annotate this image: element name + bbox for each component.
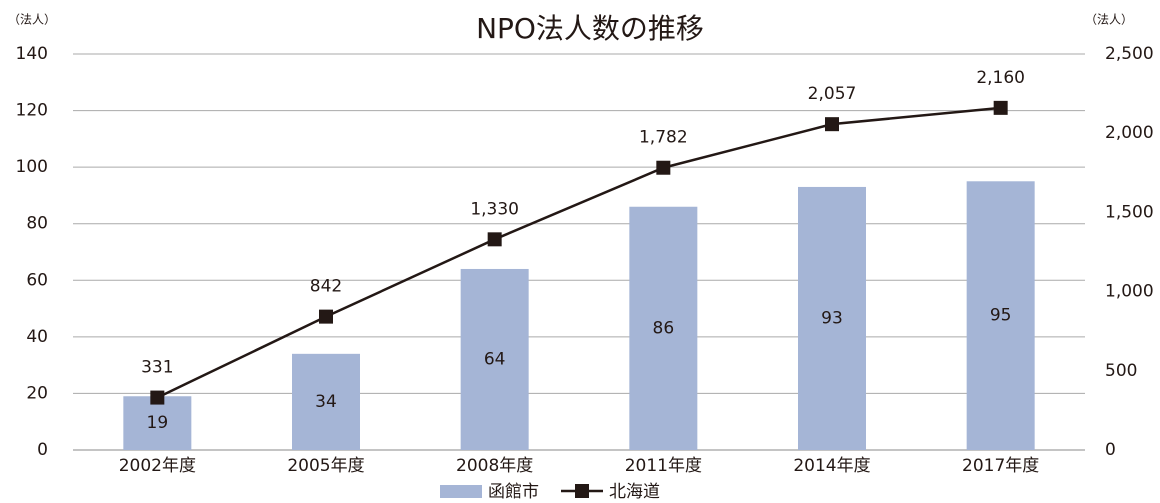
line-value-label: 1,782 bbox=[639, 128, 688, 148]
line-marker bbox=[150, 390, 165, 405]
bar bbox=[629, 206, 698, 450]
x-tick-label: 2008年度 bbox=[456, 456, 533, 476]
legend-marker bbox=[575, 484, 589, 498]
x-tick-label: 2002年度 bbox=[119, 456, 196, 476]
x-tick-label: 2017年度 bbox=[962, 456, 1039, 476]
y2-tick-label: 0 bbox=[1105, 440, 1116, 460]
bar bbox=[798, 186, 866, 450]
x-tick-label: 2014年度 bbox=[793, 456, 870, 476]
line-marker bbox=[825, 117, 839, 132]
line-marker bbox=[487, 232, 502, 247]
line-marker bbox=[319, 309, 333, 324]
y-tick-label: 80 bbox=[26, 214, 48, 234]
y-tick-label: 120 bbox=[16, 101, 48, 121]
bar-value-label: 64 bbox=[484, 349, 506, 369]
bar-value-label: 34 bbox=[315, 392, 337, 412]
legend-swatch bbox=[440, 485, 482, 498]
legend-label: 北海道 bbox=[609, 482, 660, 502]
bar-value-label: 93 bbox=[821, 308, 843, 328]
line-value-label: 2,057 bbox=[808, 84, 857, 104]
x-tick-label: 2011年度 bbox=[625, 456, 702, 476]
y-tick-label: 40 bbox=[26, 327, 48, 347]
bar bbox=[966, 181, 1035, 451]
y-tick-label: 20 bbox=[26, 383, 48, 403]
x-tick-label: 2005年度 bbox=[287, 456, 364, 476]
legend-label: 函館市 bbox=[488, 482, 539, 502]
y-tick-label: 140 bbox=[16, 44, 48, 64]
line-value-label: 2,160 bbox=[976, 68, 1025, 88]
bar bbox=[123, 396, 192, 450]
y2-tick-label: 500 bbox=[1105, 361, 1137, 381]
y2-tick-label: 2,500 bbox=[1105, 44, 1154, 64]
y2-tick-label: 2,000 bbox=[1105, 123, 1154, 143]
y-tick-label: 100 bbox=[16, 157, 48, 177]
y2-unit: （法人） bbox=[1085, 13, 1133, 27]
bar-value-label: 19 bbox=[147, 413, 169, 433]
line-marker bbox=[656, 160, 671, 175]
line bbox=[156, 106, 1001, 399]
line-value-label: 842 bbox=[310, 277, 342, 297]
bar-value-label: 95 bbox=[990, 306, 1012, 326]
line-value-label: 331 bbox=[141, 358, 173, 378]
y2-tick-label: 1,500 bbox=[1105, 202, 1154, 222]
y-tick-label: 60 bbox=[26, 270, 48, 290]
bar-value-label: 86 bbox=[653, 318, 675, 338]
y2-tick-label: 1,000 bbox=[1105, 282, 1154, 302]
line-marker bbox=[993, 100, 1008, 115]
y-unit: （法人） bbox=[8, 13, 56, 27]
bar bbox=[460, 268, 529, 450]
bar bbox=[292, 353, 360, 450]
y-tick-label: 0 bbox=[37, 440, 48, 460]
chart-title: NPO法人数の推移 bbox=[476, 12, 704, 45]
line-value-label: 1,330 bbox=[470, 199, 519, 219]
